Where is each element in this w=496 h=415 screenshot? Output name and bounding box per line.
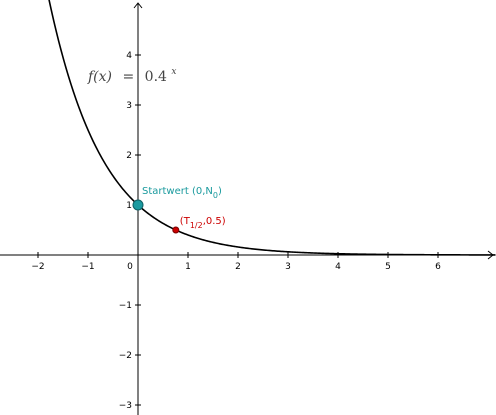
x-tick-label: 5: [385, 262, 391, 272]
startwert-label: Startwert (0,N0): [142, 186, 222, 200]
function-label-exponent: x: [171, 67, 176, 77]
tick-marks: [37, 54, 439, 406]
y-tick-label: 3: [126, 101, 132, 111]
y-tick-label: −3: [119, 401, 132, 411]
x-tick-label: −2: [31, 262, 44, 272]
function-label-base: 0.4: [145, 69, 167, 85]
x-tick-label: −1: [81, 262, 94, 272]
x-tick-label: 3: [285, 262, 291, 272]
x-tick-label: 0: [127, 262, 133, 272]
halbwertszeit-label: (T1/2,0.5): [180, 216, 226, 230]
y-tick-label: 4: [126, 51, 132, 61]
x-tick-label: 2: [235, 262, 241, 272]
halbwertszeit-point[interactable]: [172, 226, 180, 234]
startwert-point[interactable]: [132, 199, 144, 211]
halbwertszeit-label-main: (T: [180, 216, 191, 227]
y-tick-label: −2: [119, 351, 132, 361]
startwert-label-subscript: 0: [213, 191, 218, 200]
y-axis-arrow: [133, 2, 143, 9]
y-tick-label: 2: [126, 151, 132, 161]
x-tick-label: 6: [435, 262, 441, 272]
y-tick-label: −1: [119, 301, 132, 311]
x-tick-label: 4: [335, 262, 341, 272]
y-tick-label: 1: [126, 201, 132, 211]
function-label-lhs: f(x): [87, 69, 112, 85]
startwert-label-end: ): [218, 186, 222, 197]
function-label: f(x) = 0.4 x: [87, 67, 176, 85]
startwert-label-main: Startwert (0,N: [142, 186, 213, 197]
function-label-equals: =: [122, 69, 134, 85]
halbwertszeit-label-subscript: 1/2: [190, 221, 203, 230]
halbwertszeit-label-end: ,0.5): [203, 216, 226, 227]
function-curve: [48, 0, 496, 256]
tick-labels: −2 −1 0 1 2 3 4 5 6 −3 −2 −1 1 2 3 4: [31, 51, 441, 411]
points[interactable]: Startwert (0,N0) (T1/2,0.5): [132, 186, 226, 234]
x-tick-label: 1: [185, 262, 191, 272]
